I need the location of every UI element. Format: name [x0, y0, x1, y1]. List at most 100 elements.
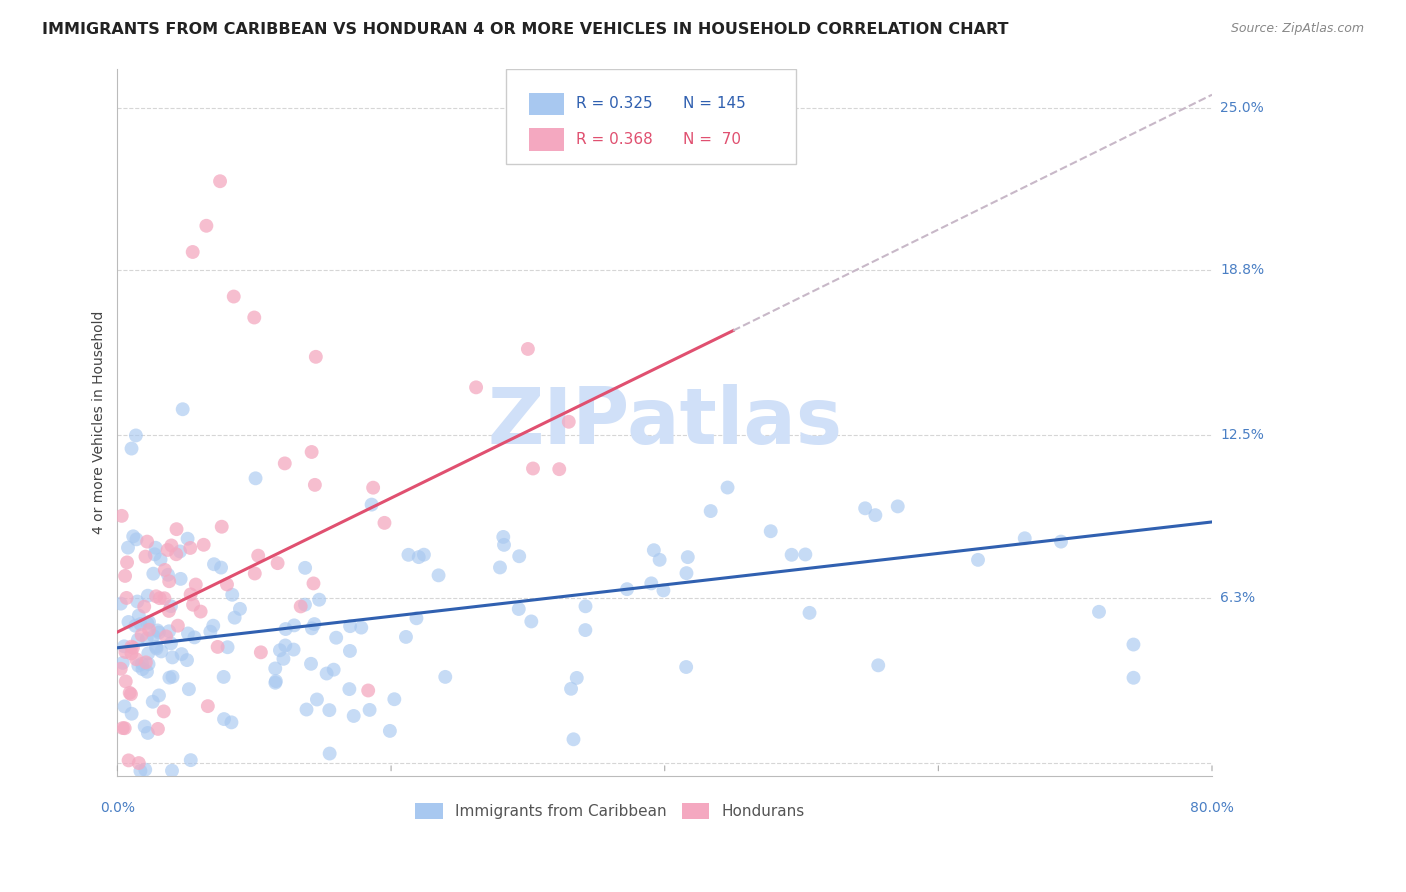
Point [360, 498, 382, 512]
Point [114, 674, 136, 689]
Point [153, 591, 176, 606]
Point [165, 547, 187, 561]
Point [166, 522, 188, 536]
Point [548, 462, 571, 476]
Point [799, 606, 821, 620]
Point [560, 681, 582, 696]
Point [149, 591, 172, 606]
Point [110, 662, 132, 676]
Point [339, 619, 361, 633]
Point [202, 558, 225, 572]
Point [212, 712, 235, 726]
Point [125, 533, 148, 547]
Point [111, 721, 134, 735]
Point [868, 658, 890, 673]
Point [207, 640, 229, 654]
Point [224, 610, 246, 624]
FancyBboxPatch shape [506, 69, 796, 164]
Point [179, 541, 201, 555]
Point [120, 687, 142, 701]
Point [395, 630, 418, 644]
Point [134, 719, 156, 733]
Point [780, 548, 803, 562]
Point [359, 703, 381, 717]
Point [136, 665, 159, 679]
Point [129, 764, 152, 778]
Point [492, 538, 515, 552]
Point [160, 636, 183, 650]
Text: IMMIGRANTS FROM CARIBBEAN VS HONDURAN 4 OR MORE VEHICLES IN HOUSEHOLD CORRELATIO: IMMIGRANTS FROM CARIBBEAN VS HONDURAN 4 … [42, 22, 1008, 37]
Point [294, 561, 316, 575]
Point [135, 656, 157, 670]
Point [135, 632, 157, 646]
Point [129, 617, 152, 632]
Point [339, 644, 361, 658]
Point [290, 599, 312, 614]
Point [183, 631, 205, 645]
Point [131, 657, 153, 671]
Point [343, 709, 366, 723]
Point [148, 689, 170, 703]
Point [264, 675, 287, 690]
Point [177, 626, 200, 640]
Point [176, 653, 198, 667]
Point [865, 508, 887, 523]
Point [294, 598, 316, 612]
Point [565, 671, 588, 685]
Point [274, 639, 297, 653]
Point [121, 706, 143, 721]
Point [465, 380, 488, 394]
Point [136, 646, 159, 660]
Point [305, 692, 328, 706]
Point [616, 582, 638, 596]
Point [136, 616, 159, 631]
Point [382, 692, 405, 706]
Y-axis label: 4 or more Vehicles in Household: 4 or more Vehicles in Household [93, 310, 107, 534]
Point [157, 624, 180, 639]
Point [295, 702, 318, 716]
Point [134, 599, 156, 614]
Point [301, 445, 323, 459]
Point [574, 623, 596, 637]
Point [489, 560, 512, 574]
Text: 25.0%: 25.0% [1220, 101, 1264, 115]
Point [299, 657, 322, 671]
Point [643, 543, 665, 558]
Point [322, 663, 344, 677]
Point [152, 705, 174, 719]
Point [136, 726, 159, 740]
Point [157, 574, 180, 589]
Point [1122, 638, 1144, 652]
Point [197, 699, 219, 714]
Point [125, 652, 148, 666]
Point [138, 657, 160, 672]
Point [716, 481, 738, 495]
Point [157, 671, 180, 685]
Text: ZIPatlas: ZIPatlas [488, 384, 842, 460]
Point [180, 753, 202, 767]
Point [274, 622, 297, 636]
Point [114, 699, 136, 714]
Point [202, 618, 225, 632]
Point [412, 548, 434, 562]
Point [136, 589, 159, 603]
Point [562, 732, 585, 747]
Point [131, 628, 153, 642]
Point [150, 644, 173, 658]
Point [887, 500, 910, 514]
Point [427, 568, 450, 582]
Point [373, 516, 395, 530]
Point [574, 599, 596, 614]
Point [128, 608, 150, 623]
Point [759, 524, 782, 539]
Point [145, 640, 167, 654]
Point [405, 611, 427, 625]
Point [301, 621, 323, 635]
Point [110, 597, 132, 611]
Point [350, 621, 373, 635]
Point [283, 618, 305, 632]
Point [675, 660, 697, 674]
Point [1122, 671, 1144, 685]
Point [114, 569, 136, 583]
Point [145, 641, 167, 656]
